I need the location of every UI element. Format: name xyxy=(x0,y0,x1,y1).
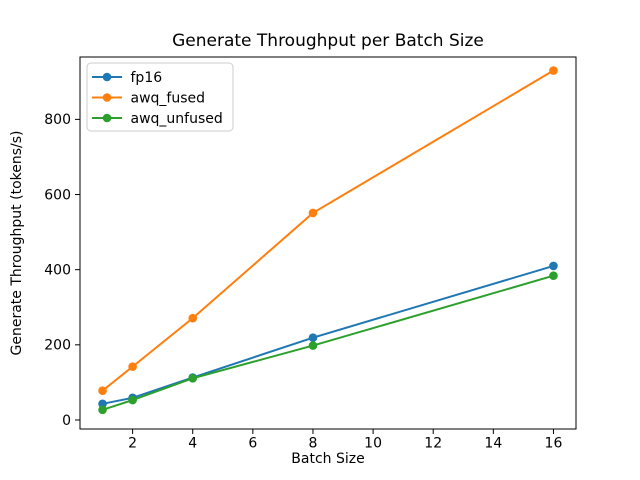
data-point-awq_fused-1 xyxy=(98,386,107,395)
y-tick-label: 600 xyxy=(44,187,71,203)
x-tick-label: 6 xyxy=(248,436,257,452)
legend-label-awq_fused: awq_fused xyxy=(131,90,206,106)
legend-item-awq_unfused: awq_unfused xyxy=(92,111,223,127)
data-point-fp16-8 xyxy=(308,333,318,342)
data-point-awq_fused-2 xyxy=(128,362,137,371)
y-tick-label: 400 xyxy=(44,262,71,278)
y-axis-ticks: 0 200 400 600 800 xyxy=(44,112,80,429)
x-tick-label: 4 xyxy=(188,436,197,452)
data-point-awq_unfused-8 xyxy=(308,341,318,350)
legend-marker-fp16 xyxy=(102,72,112,82)
legend-item-fp16: fp16 xyxy=(92,70,162,86)
y-tick-label: 800 xyxy=(44,112,71,128)
legend-label-awq_unfused: awq_unfused xyxy=(131,111,223,127)
data-point-awq_fused-4 xyxy=(188,313,198,323)
x-tick-label: 2 xyxy=(128,436,137,452)
legend-marker-awq_unfused xyxy=(102,113,112,123)
data-point-fp16-16 xyxy=(549,261,558,271)
data-point-fp16-1 xyxy=(98,399,107,409)
data-point-awq_unfused-16 xyxy=(549,271,558,280)
data-point-awq_unfused-2 xyxy=(128,395,137,405)
data-series xyxy=(98,66,558,415)
chart-title: Generate Throughput per Batch Size xyxy=(172,31,484,51)
y-tick-label: 0 xyxy=(62,413,71,429)
x-axis-ticks: 2 4 6 8 10 12 14 16 xyxy=(128,429,562,452)
legend-marker-awq_fused xyxy=(102,93,112,102)
series-line-awq_unfused xyxy=(101,274,555,411)
y-tick-label: 200 xyxy=(44,338,71,354)
data-point-awq_fused-16 xyxy=(549,66,558,75)
legend-label-fp16: fp16 xyxy=(131,70,163,86)
x-tick-label: 12 xyxy=(424,436,442,452)
legend-box xyxy=(86,62,234,132)
x-tick-label: 16 xyxy=(545,436,563,452)
legend-item-awq_fused: awq_fused xyxy=(92,90,205,106)
data-point-awq_fused-8 xyxy=(308,208,318,218)
legend: fp16 awq_fused awq_unfused xyxy=(86,62,234,132)
x-tick-label: 14 xyxy=(484,436,502,452)
data-point-awq_unfused-4 xyxy=(188,373,198,383)
x-axis-label: Batch Size xyxy=(291,451,364,467)
series-line-fp16 xyxy=(101,264,555,405)
data-point-awq_unfused-1 xyxy=(98,405,107,415)
x-tick-label: 8 xyxy=(309,436,318,452)
plot-area xyxy=(79,56,577,430)
x-tick-label: 10 xyxy=(364,436,382,452)
y-axis-label: Generate Throughput (tokens/s) xyxy=(9,131,25,356)
